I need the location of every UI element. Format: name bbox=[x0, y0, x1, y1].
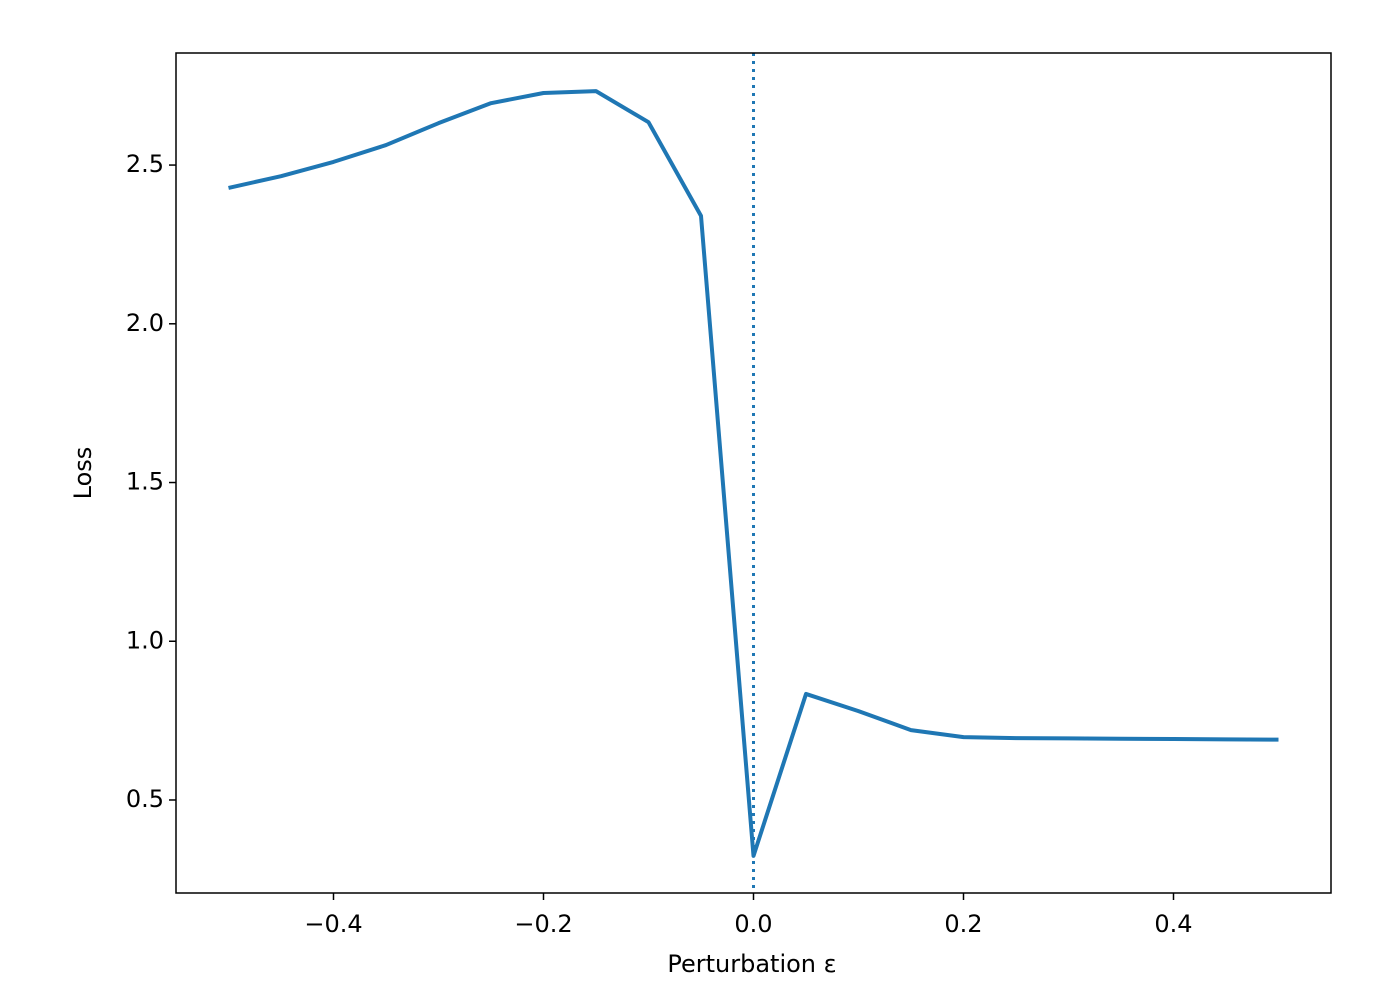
x-axis-label: Perturbation ε bbox=[667, 950, 836, 978]
x-tick-label: 0.4 bbox=[1154, 910, 1192, 938]
plot-frame bbox=[175, 52, 1332, 894]
x-tick-label: −0.2 bbox=[514, 910, 572, 938]
y-axis-label: Loss bbox=[69, 447, 97, 500]
y-tick-label: 2.5 bbox=[126, 150, 164, 178]
x-tick-label: 0.0 bbox=[734, 910, 772, 938]
y-tick-label: 0.5 bbox=[126, 785, 164, 813]
x-tick-label: 0.2 bbox=[944, 910, 982, 938]
y-tick-label: 2.0 bbox=[126, 309, 164, 337]
y-tick-label: 1.0 bbox=[126, 626, 164, 654]
y-tick-label: 1.5 bbox=[126, 468, 164, 496]
x-tick-label: −0.4 bbox=[304, 910, 362, 938]
